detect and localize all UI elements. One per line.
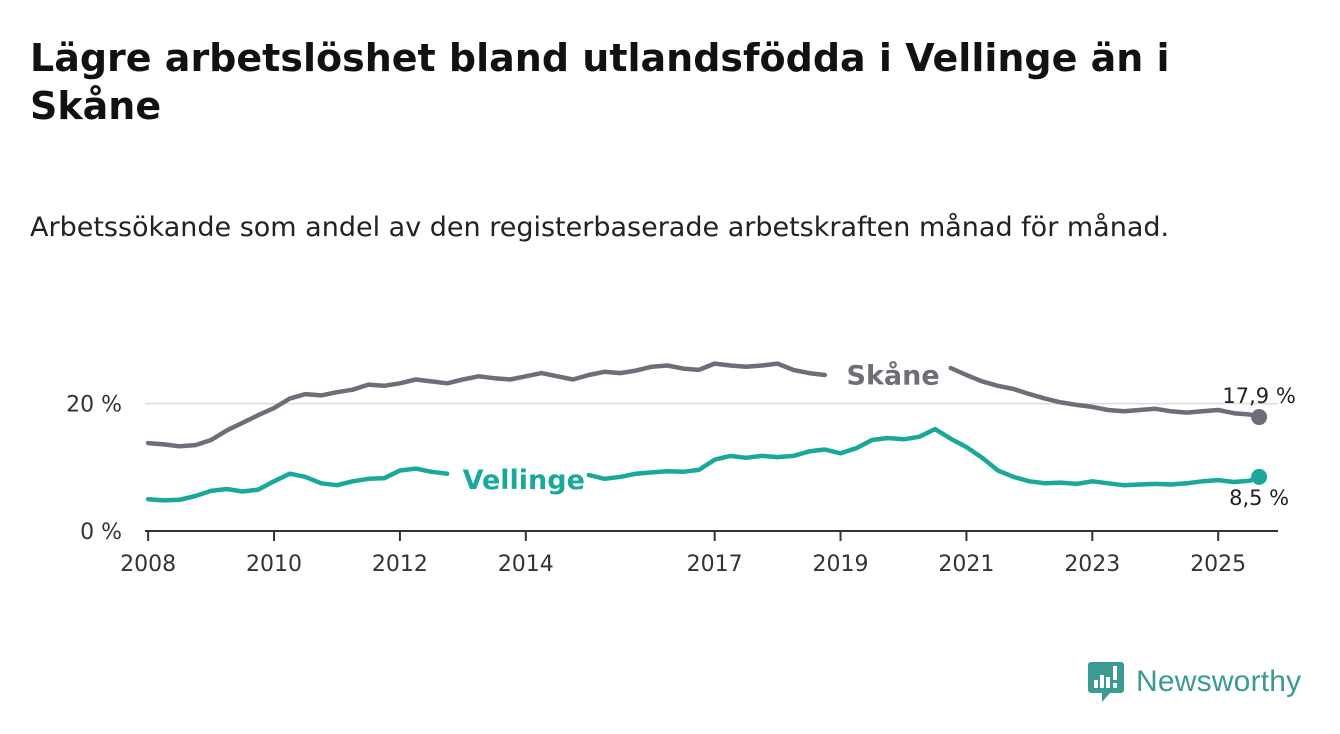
end-value-label: 17,9 % bbox=[1222, 384, 1295, 408]
series-line-skne bbox=[948, 365, 1262, 420]
x-tick-label: 2008 bbox=[120, 552, 176, 577]
x-tick-label: 2025 bbox=[1190, 552, 1246, 577]
x-tick-label: 2021 bbox=[938, 552, 994, 577]
chart-subtitle: Arbetssökande som andel av den registerb… bbox=[30, 212, 1170, 243]
brand-name: Newsworthy bbox=[1136, 665, 1302, 698]
series-label: Skåne bbox=[847, 359, 940, 391]
x-tick-label: 2023 bbox=[1064, 552, 1120, 577]
newsworthy-logo-icon bbox=[1088, 662, 1124, 702]
x-tick-label: 2012 bbox=[372, 552, 428, 577]
series-line-vellinge bbox=[145, 466, 450, 503]
y-tick-label: 0 % bbox=[80, 520, 122, 545]
end-value-label: 8,5 % bbox=[1229, 486, 1289, 510]
series-line-skne bbox=[145, 361, 828, 449]
series-line-vellinge bbox=[586, 426, 1262, 488]
x-tick-label: 2014 bbox=[498, 552, 554, 577]
y-tick-label: 20 % bbox=[66, 393, 122, 418]
y-axis: 0 % 20 % bbox=[66, 393, 122, 545]
series-label: Vellinge bbox=[463, 465, 585, 496]
x-axis: 2008 2010 2012 2014 2017 2019 2021 2023 2025 bbox=[120, 530, 1278, 577]
end-point-marker bbox=[1251, 468, 1268, 485]
x-tick-label: 2019 bbox=[813, 552, 869, 577]
end-point-marker bbox=[1251, 409, 1268, 426]
x-tick-label: 2010 bbox=[246, 552, 302, 577]
newsworthy-logo: Newsworthy bbox=[1088, 660, 1301, 704]
chart-title: Lägre arbetslöshet bland utlandsfödda i … bbox=[30, 36, 1170, 128]
series-lines: Skåne 17,9 % Vellinge 8,5 % bbox=[145, 359, 1296, 510]
x-tick-label: 2017 bbox=[687, 552, 743, 577]
